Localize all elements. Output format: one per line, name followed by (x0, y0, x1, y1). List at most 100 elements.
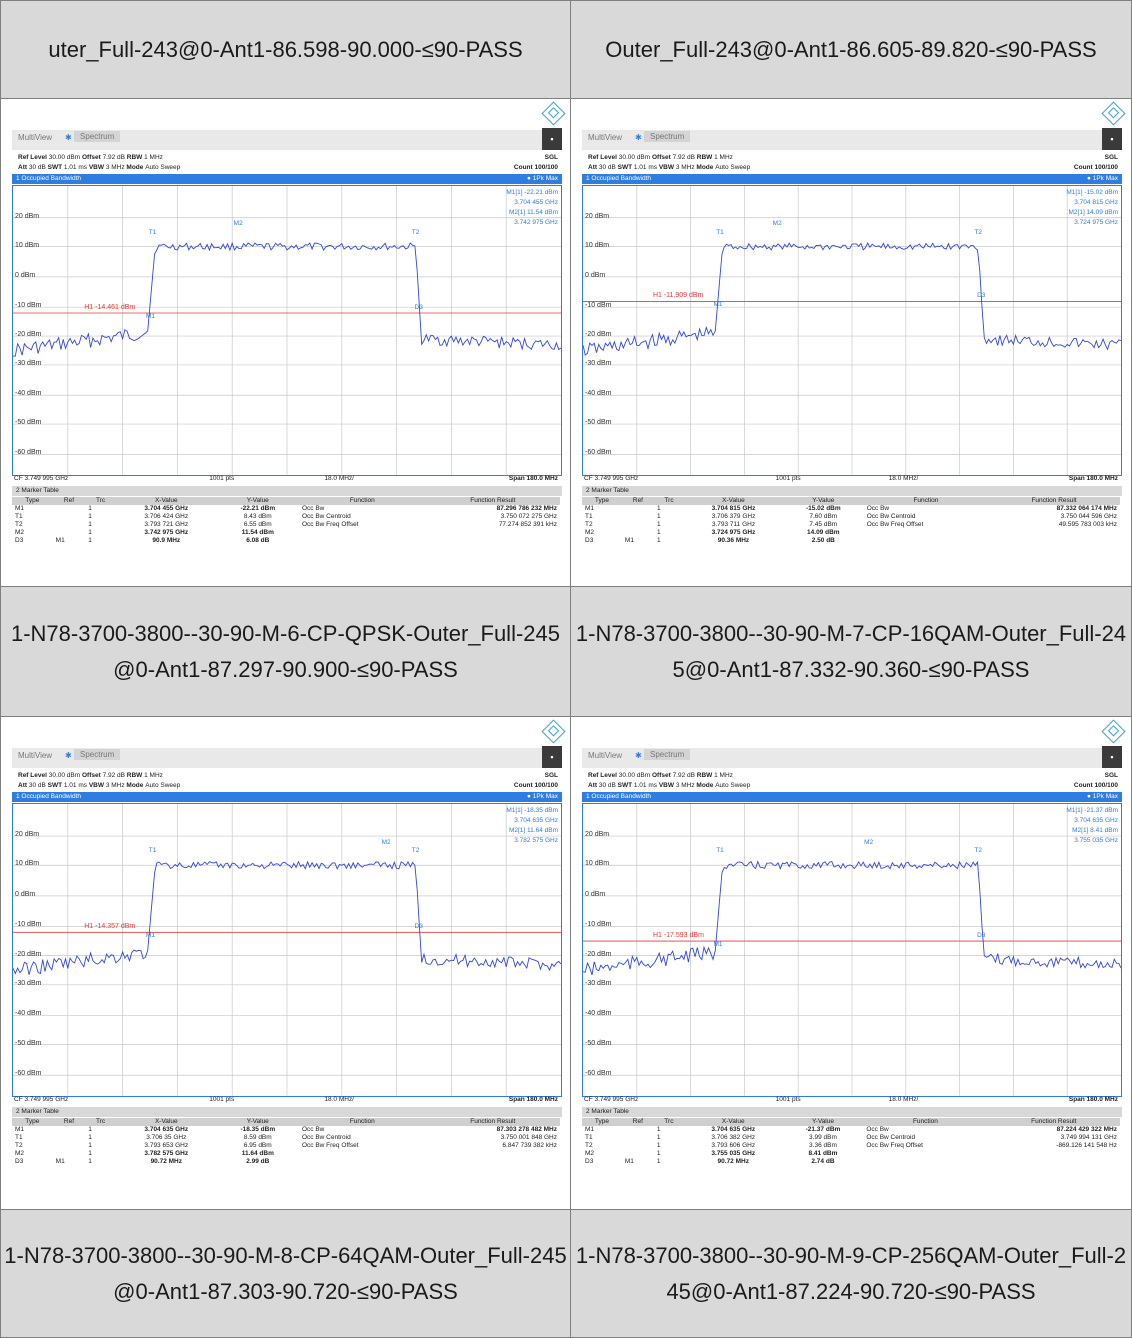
panel-title: 2 Marker Table (16, 486, 59, 494)
column-header: Function Result (987, 1117, 1120, 1126)
table-cell: 1 (656, 512, 661, 520)
table-cell (622, 1150, 654, 1158)
table-cell: 90.72 MHz (717, 1157, 749, 1165)
window-menu-button[interactable]: ▪ (542, 746, 562, 768)
panel-marker-table: 2 Marker Table (582, 485, 1122, 496)
setting-value: 3 MHz (105, 782, 127, 789)
table-cell: 3.749 994 131 GHz (1060, 1133, 1117, 1141)
table-row: T2 1 3.793 653 GHz 6.95 dBm Occ Bw Freq Offs… (12, 1142, 560, 1150)
tab-multiview[interactable]: MultiView (588, 133, 623, 142)
multiview-close-icon[interactable]: ✱ (635, 133, 642, 142)
tab-multiview[interactable]: MultiView (588, 751, 623, 760)
marker-t2: T2 (974, 228, 983, 236)
table-cell (864, 537, 988, 545)
table-cell: M1 (624, 1157, 634, 1165)
panel-title: 2 Marker Table (586, 1107, 629, 1115)
column-header: Type (582, 1117, 622, 1126)
table-cell (863, 1158, 987, 1166)
window-menu-button[interactable]: ▪ (1102, 746, 1122, 768)
tab-multiview[interactable]: MultiView (18, 751, 53, 760)
multiview-close-icon[interactable]: ✱ (65, 133, 72, 142)
setting-label: Offset (651, 154, 673, 161)
table-cell: 1 (656, 1125, 661, 1133)
sgl-label: SGL (1104, 772, 1118, 779)
table-cell (299, 537, 426, 545)
table-cell: 7.45 dBm (809, 520, 838, 528)
table-cell: 1 (88, 528, 92, 536)
tab-spectrum[interactable]: Spectrum (74, 131, 121, 142)
marker-table-header: Type Ref Trc X-Value Y-Value Function Function… (582, 1117, 1120, 1126)
table-cell: 87.296 786 232 MHz (496, 504, 557, 512)
table-cell (299, 529, 426, 537)
header-text: Outer_Full-243@0-Ant1-86.605-89.820-≤90-… (605, 36, 1097, 62)
table-cell (426, 1158, 560, 1166)
marker-t1: T1 (148, 847, 157, 855)
setting-label: Att (18, 164, 29, 171)
marker-readout: M1[1] -15.02 dBm 3.704 815 GHz M2[1] 14.09… (1066, 188, 1118, 228)
h1-threshold-label: H1 -11.909 dBm (652, 292, 704, 300)
tab-spectrum[interactable]: Spectrum (74, 749, 121, 760)
tab-bar: MultiView ✱ Spectrum (12, 130, 562, 150)
table-cell: 6.08 dB (246, 536, 270, 544)
table-cell: 1 (88, 536, 92, 544)
readout-line: M2[1] 11.64 dBm (508, 827, 558, 834)
table-cell: Occ Bw Centroid (301, 512, 351, 520)
table-cell: 1 (88, 1141, 92, 1149)
multiview-close-icon[interactable]: ✱ (65, 751, 72, 760)
span-label: Span 180.0 MHz (1068, 474, 1118, 482)
multiview-close-icon[interactable]: ✱ (635, 751, 642, 760)
window-menu-button[interactable]: ▪ (1102, 128, 1122, 150)
column-header: Ref (52, 1117, 86, 1126)
table-cell: 1 (656, 1157, 661, 1165)
table-cell: Occ Bw Centroid (866, 1133, 916, 1141)
marker-t2: T2 (974, 847, 983, 855)
table-cell (53, 505, 86, 513)
setting-value: 1 MHz (144, 154, 163, 161)
column-header: Function Result (988, 496, 1120, 505)
table-cell: 3.793 721 GHz (144, 520, 189, 528)
span-label: Span 180.0 MHz (508, 1095, 558, 1103)
tab-spectrum[interactable]: Spectrum (644, 131, 691, 142)
tab-spectrum[interactable]: Spectrum (644, 749, 691, 760)
table-cell: Occ Bw Centroid (866, 512, 916, 520)
table-cell: 11.54 dBm (241, 528, 274, 536)
column-header: X-Value (115, 496, 217, 505)
spectrum-trace (583, 241, 1121, 356)
panel-marker-table: 2 Marker Table (12, 1106, 562, 1117)
table-cell (988, 537, 1120, 545)
sgl-label: SGL (544, 772, 558, 779)
column-header: X-Value (683, 1117, 783, 1126)
setting-value: 3 MHz (675, 782, 697, 789)
table-cell: M1 (585, 504, 595, 512)
table-cell (53, 521, 86, 529)
table-cell: Occ Bw Freq Offset (301, 1141, 359, 1149)
setting-value: 3 MHz (105, 164, 127, 171)
setting-value: 3 MHz (675, 164, 697, 171)
tab-multiview[interactable]: MultiView (18, 133, 53, 142)
y-axis-label: 10 dBm (15, 241, 40, 249)
table-cell: 7.60 dBm (809, 512, 838, 520)
table-cell: 1 (88, 1125, 92, 1133)
window-menu-button[interactable]: ▪ (542, 128, 562, 150)
setting-label: VBW (658, 164, 676, 171)
marker-table-header: Type Ref Trc X-Value Y-Value Function Function… (12, 1117, 560, 1126)
table-cell: -869.126 141 548 Hz (1056, 1141, 1117, 1149)
setting-value: 30.00 dBm (48, 154, 82, 161)
table-cell (622, 1126, 654, 1134)
y-axis-label: -50 dBm (585, 1039, 612, 1047)
marker-table-header: Type Ref Trc X-Value Y-Value Function Function… (12, 496, 560, 505)
table-cell: 3.704 815 GHz (711, 504, 756, 512)
readout-line: M1[1] -21.37 dBm (1066, 807, 1118, 814)
sgl-label: SGL (544, 154, 558, 161)
settings-line-1: Ref Level 30.00 dBm Offset 7.92 dB RBW 1… (588, 154, 733, 161)
division-label: 18.0 MHz/ (324, 1095, 354, 1103)
table-cell: Occ Bw Centroid (301, 1133, 351, 1141)
setting-label: Offset (81, 772, 103, 779)
table-cell: 3.706 379 GHz (711, 512, 756, 520)
table-cell: Occ Bw Freq Offset (301, 520, 359, 528)
column-header: Trc (653, 496, 685, 505)
table-cell: Occ Bw (301, 1125, 325, 1133)
table-cell: 3.793 711 GHz (711, 520, 756, 528)
table-cell: T1 (585, 512, 593, 520)
setting-label: SWT (617, 782, 634, 789)
